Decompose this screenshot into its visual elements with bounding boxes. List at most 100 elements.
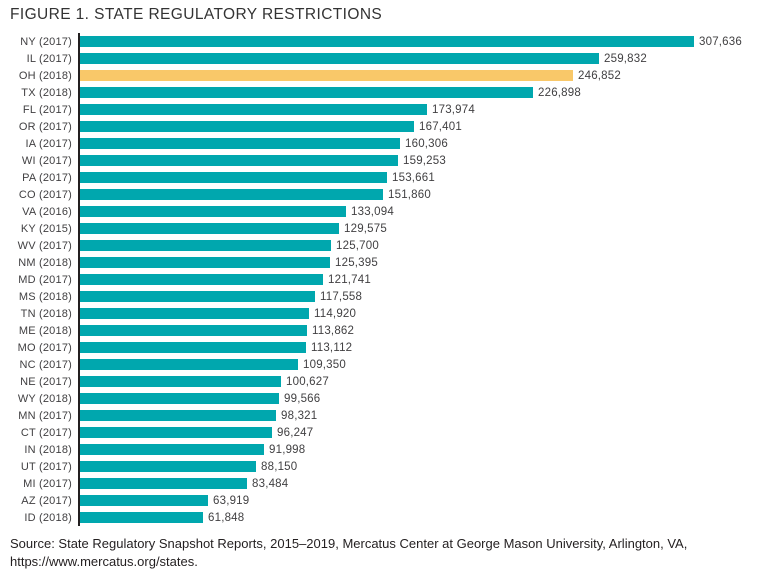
bar-track: 159,253 — [78, 152, 758, 169]
bar-track: 151,860 — [78, 186, 758, 203]
bar-track: 153,661 — [78, 169, 758, 186]
bar — [80, 291, 315, 302]
value-label: 133,094 — [351, 205, 394, 218]
bar-track: 259,832 — [78, 50, 758, 67]
bar-track: 133,094 — [78, 203, 758, 220]
value-label: 259,832 — [604, 52, 647, 65]
bar-highlighted — [80, 70, 573, 81]
bar-track: 125,700 — [78, 237, 758, 254]
bar-row: MD (2017) 121,741 — [10, 271, 758, 288]
category-label: WV (2017) — [17, 239, 72, 252]
category-label: MO (2017) — [17, 341, 72, 354]
value-label: 117,558 — [320, 290, 363, 303]
category-label: WY (2018) — [17, 392, 72, 405]
bar-row: AZ (2017) 63,919 — [10, 492, 758, 509]
category-label: NE (2017) — [20, 375, 72, 388]
value-label: 307,636 — [699, 35, 742, 48]
value-label: 99,566 — [284, 392, 321, 405]
value-label: 83,484 — [252, 477, 289, 490]
bar-track: 129,575 — [78, 220, 758, 237]
category-label: TN (2018) — [20, 307, 72, 320]
bar-row: IN (2018) 91,998 — [10, 441, 758, 458]
category-label: NY (2017) — [20, 35, 72, 48]
bar-row: CT (2017) 96,247 — [10, 424, 758, 441]
category-label: OH (2018) — [18, 69, 72, 82]
value-label: 226,898 — [538, 86, 581, 99]
bar-row: TN (2018) 114,920 — [10, 305, 758, 322]
bar-row: UT (2017) 88,150 — [10, 458, 758, 475]
bar — [80, 257, 330, 268]
bar-track: 83,484 — [78, 475, 758, 492]
bar-row: MO (2017) 113,112 — [10, 339, 758, 356]
value-label: 246,852 — [578, 69, 621, 82]
bar-row: KY (2015) 129,575 — [10, 220, 758, 237]
bar — [80, 87, 533, 98]
category-label: UT (2017) — [20, 460, 72, 473]
category-label: KY (2015) — [20, 222, 72, 235]
category-label: WI (2017) — [21, 154, 72, 167]
bar-track: 307,636 — [78, 33, 758, 50]
bar-row: PA (2017) 153,661 — [10, 169, 758, 186]
bar — [80, 495, 208, 506]
bar-track: 160,306 — [78, 135, 758, 152]
bar-track: 113,862 — [78, 322, 758, 339]
bar — [80, 206, 346, 217]
bar-row: ID (2018) 61,848 — [10, 509, 758, 526]
bar-row: WI (2017) 159,253 — [10, 152, 758, 169]
bar — [80, 155, 398, 166]
value-label: 121,741 — [328, 273, 371, 286]
bar — [80, 410, 276, 421]
bar-row: NE (2017) 100,627 — [10, 373, 758, 390]
category-label: TX (2018) — [21, 86, 72, 99]
figure-title: FIGURE 1. STATE REGULATORY RESTRICTIONS — [10, 6, 383, 23]
bar-row: TX (2018) 226,898 — [10, 84, 758, 101]
bar-track: 117,558 — [78, 288, 758, 305]
bar-row: OH (2018) 246,852 — [10, 67, 758, 84]
bar-row: IL (2017) 259,832 — [10, 50, 758, 67]
category-label: MI (2017) — [23, 477, 72, 490]
value-label: 129,575 — [344, 222, 387, 235]
bar-row: WY (2018) 99,566 — [10, 390, 758, 407]
category-label: NM (2018) — [18, 256, 72, 269]
source-note: Source: State Regulatory Snapshot Report… — [10, 535, 758, 571]
bar — [80, 427, 272, 438]
value-label: 88,150 — [261, 460, 298, 473]
bar-track: 246,852 — [78, 67, 758, 84]
category-label: AZ (2017) — [21, 494, 72, 507]
category-label: CT (2017) — [20, 426, 72, 439]
bar-track: 63,919 — [78, 492, 758, 509]
category-label: ME (2018) — [18, 324, 72, 337]
bar — [80, 36, 694, 47]
value-label: 109,350 — [303, 358, 346, 371]
bar-row: IA (2017) 160,306 — [10, 135, 758, 152]
value-label: 91,998 — [269, 443, 306, 456]
value-label: 125,395 — [335, 256, 378, 269]
bar — [80, 461, 256, 472]
bar-row: NY (2017) 307,636 — [10, 33, 758, 50]
bar — [80, 308, 309, 319]
bar — [80, 359, 298, 370]
bar — [80, 53, 599, 64]
value-label: 100,627 — [286, 375, 329, 388]
bar-row: MI (2017) 83,484 — [10, 475, 758, 492]
bar — [80, 478, 247, 489]
bar-track: 125,395 — [78, 254, 758, 271]
bar-row: NM (2018) 125,395 — [10, 254, 758, 271]
bar — [80, 223, 339, 234]
bar-track: 88,150 — [78, 458, 758, 475]
bar-row: MS (2018) 117,558 — [10, 288, 758, 305]
bar-track: 113,112 — [78, 339, 758, 356]
value-label: 125,700 — [336, 239, 379, 252]
category-label: IL (2017) — [26, 52, 72, 65]
value-label: 160,306 — [405, 137, 448, 150]
bar-row: ME (2018) 113,862 — [10, 322, 758, 339]
bar-track: 96,247 — [78, 424, 758, 441]
value-label: 153,661 — [392, 171, 435, 184]
bar-row: OR (2017) 167,401 — [10, 118, 758, 135]
bar-track: 226,898 — [78, 84, 758, 101]
bar-chart: NY (2017) 307,636 IL (2017) 259,832 OH (2018… — [10, 33, 758, 526]
bar — [80, 512, 203, 523]
bar-track: 121,741 — [78, 271, 758, 288]
bar-track: 99,566 — [78, 390, 758, 407]
